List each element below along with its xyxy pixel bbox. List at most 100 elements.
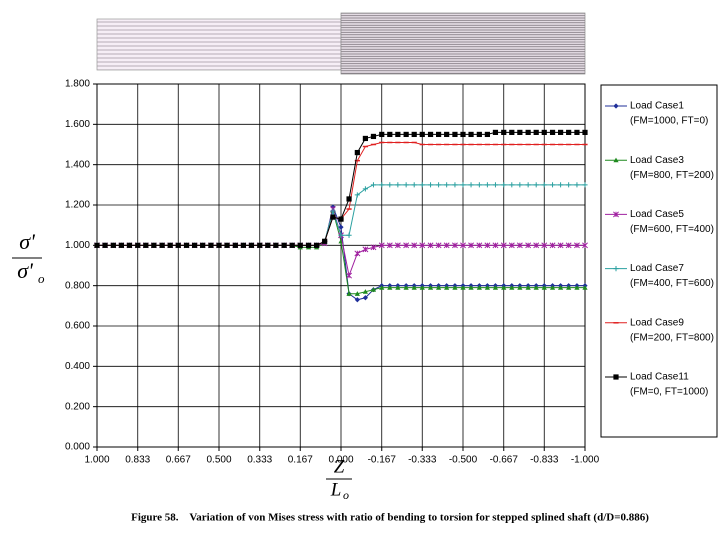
marker xyxy=(379,285,385,290)
marker xyxy=(565,242,572,249)
legend-subtitle: (FM=200, FT=800) xyxy=(630,332,714,343)
marker xyxy=(387,285,393,290)
marker xyxy=(476,242,483,249)
marker xyxy=(403,242,410,249)
marker xyxy=(387,182,393,188)
marker xyxy=(370,182,377,188)
marker xyxy=(240,242,246,248)
y-tick-label: 1.400 xyxy=(65,159,90,170)
marker xyxy=(378,242,385,249)
marker xyxy=(484,285,490,290)
legend-subtitle: (FM=0, FT=1000) xyxy=(630,387,708,398)
marker xyxy=(549,242,556,249)
marker xyxy=(492,182,499,188)
legend-marker xyxy=(613,266,619,272)
marker xyxy=(330,208,336,214)
marker xyxy=(451,242,458,249)
marker xyxy=(509,182,515,188)
marker xyxy=(476,285,482,290)
legend-marker xyxy=(613,103,619,109)
marker xyxy=(183,242,190,248)
x-label-top: Z xyxy=(334,456,345,477)
marker xyxy=(427,242,434,249)
caption: Figure 58. Variation of von Mises stress… xyxy=(131,512,649,524)
marker xyxy=(167,242,173,248)
marker xyxy=(541,182,547,188)
marker xyxy=(500,242,507,249)
marker xyxy=(582,285,588,290)
x-label-bottom: L xyxy=(330,479,342,500)
legend xyxy=(600,84,718,438)
marker xyxy=(338,224,344,230)
marker xyxy=(444,131,450,138)
marker xyxy=(362,246,369,253)
legend-label: Load Case1 xyxy=(630,101,684,112)
marker xyxy=(468,242,475,249)
marker xyxy=(566,285,572,290)
legend-marker xyxy=(613,157,619,163)
marker xyxy=(443,242,450,249)
marker xyxy=(566,129,572,135)
marker xyxy=(338,216,344,222)
marker xyxy=(508,242,515,249)
marker xyxy=(273,242,279,248)
marker xyxy=(362,186,368,192)
legend-subtitle: (FM=600, FT=400) xyxy=(630,224,714,235)
marker xyxy=(541,285,547,290)
marker xyxy=(484,182,490,188)
legend-label: Load Case11 xyxy=(630,372,689,383)
marker xyxy=(452,285,458,290)
marker xyxy=(533,182,539,188)
marker xyxy=(151,242,157,248)
y-label-top: σ' xyxy=(19,229,35,254)
marker xyxy=(516,242,523,249)
marker xyxy=(484,242,491,249)
marker xyxy=(411,285,417,290)
marker xyxy=(94,242,100,248)
marker xyxy=(370,244,377,251)
marker xyxy=(566,182,572,188)
marker xyxy=(517,285,523,290)
marker xyxy=(322,238,328,244)
marker xyxy=(216,242,222,248)
y-tick-label: 0.000 xyxy=(65,442,90,453)
marker xyxy=(395,182,401,188)
marker xyxy=(582,182,588,188)
legend-label: Load Case3 xyxy=(630,155,684,166)
y-tick-label: 0.400 xyxy=(65,361,90,372)
y-label: σ' σ' o xyxy=(12,229,45,286)
x-tick-label: -1.000 xyxy=(571,455,600,466)
marker xyxy=(192,242,198,248)
marker xyxy=(468,285,474,290)
marker xyxy=(248,242,255,248)
y-tick-label: 1.600 xyxy=(65,119,90,130)
marker xyxy=(492,242,499,249)
marker xyxy=(330,214,336,220)
marker xyxy=(411,131,417,138)
marker xyxy=(346,196,352,202)
marker xyxy=(370,287,377,292)
marker xyxy=(501,182,507,188)
marker xyxy=(427,131,434,138)
marker xyxy=(354,291,360,296)
x-tick-label: 0.000 xyxy=(328,455,353,466)
marker xyxy=(436,182,442,188)
y-label-sub: o xyxy=(38,271,45,286)
y-tick-label: 0.600 xyxy=(65,321,90,332)
legend-subtitle: (FM=1000, FT=0) xyxy=(630,116,708,127)
marker xyxy=(549,285,556,290)
marker xyxy=(394,242,401,249)
marker xyxy=(525,129,531,135)
marker xyxy=(476,182,482,188)
marker xyxy=(126,242,133,248)
marker xyxy=(460,285,466,290)
marker xyxy=(492,129,499,135)
marker xyxy=(346,272,353,279)
marker xyxy=(200,242,206,248)
y-tick-label: 0.200 xyxy=(65,401,90,412)
marker xyxy=(452,182,458,188)
x-label-sub: o xyxy=(343,488,349,502)
marker xyxy=(557,242,564,249)
marker xyxy=(549,129,556,135)
